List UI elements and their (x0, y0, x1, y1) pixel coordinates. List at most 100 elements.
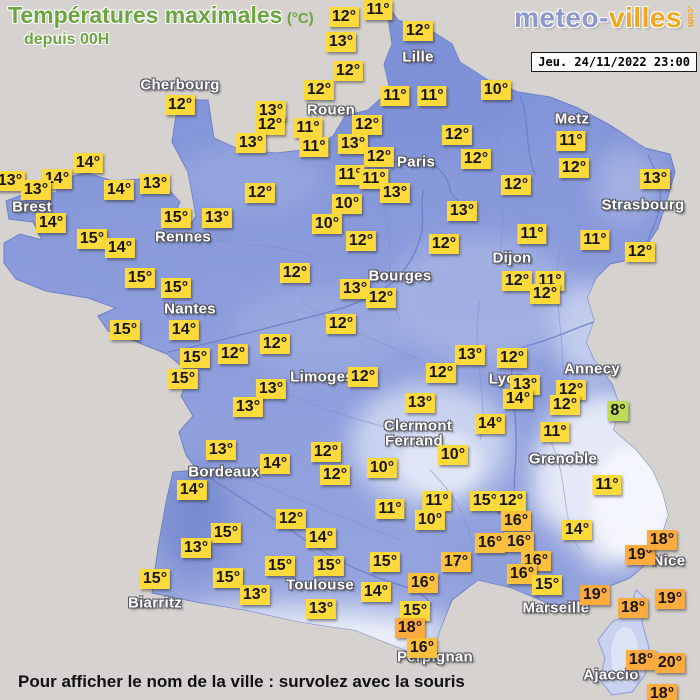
temp-badge[interactable]: 12° (351, 115, 383, 135)
temp-badge[interactable]: 18° (646, 684, 678, 700)
temp-badge[interactable]: 11° (422, 491, 452, 511)
temp-badge[interactable]: 19° (654, 589, 686, 609)
temp-badge[interactable]: 14° (561, 520, 593, 540)
temp-badge[interactable]: 10° (414, 510, 446, 530)
temp-badge[interactable]: 18° (625, 650, 657, 670)
temp-badge[interactable]: 13° (232, 397, 264, 417)
temp-badge[interactable]: 13° (239, 585, 271, 605)
temp-badge[interactable]: 12° (500, 175, 532, 195)
temp-badge[interactable]: 15° (369, 552, 401, 572)
temp-badge[interactable]: 12° (460, 149, 492, 169)
temp-badge[interactable]: 14° (474, 414, 506, 434)
temp-badge[interactable]: 15° (399, 601, 431, 621)
temp-badge[interactable]: 12° (279, 263, 311, 283)
temp-badge[interactable]: 13° (0, 171, 26, 191)
temp-badge[interactable]: 13° (139, 174, 171, 194)
temp-badge[interactable]: 12° (328, 7, 360, 27)
temp-badge[interactable]: 10° (480, 80, 512, 100)
temp-badge[interactable]: 11° (540, 422, 570, 442)
temp-badge[interactable]: 16° (503, 532, 535, 552)
temp-badge[interactable]: 19° (624, 545, 656, 565)
temp-badge[interactable]: 14° (104, 238, 136, 258)
temp-badge[interactable]: 16° (506, 564, 538, 584)
temp-badge[interactable]: 14° (168, 320, 200, 340)
temp-badge[interactable]: 11° (556, 131, 586, 151)
temp-badge[interactable]: 12° (325, 314, 357, 334)
temp-badge[interactable]: 18° (394, 618, 426, 638)
temp-badge[interactable]: 12° (428, 234, 460, 254)
temp-badge[interactable]: 12° (496, 348, 528, 368)
temp-badge[interactable]: 15° (313, 556, 345, 576)
temp-badge[interactable]: 18° (646, 530, 678, 550)
temp-badge[interactable]: 15° (160, 278, 192, 298)
temp-badge[interactable]: 12° (441, 125, 473, 145)
temp-badge[interactable]: 17° (440, 552, 472, 572)
temp-badge[interactable]: 15° (210, 523, 242, 543)
temp-badge[interactable]: 13° (235, 133, 267, 153)
temp-badge[interactable]: 12° (254, 115, 286, 135)
temp-badge[interactable]: 15° (212, 568, 244, 588)
temp-badge[interactable]: 11° (363, 0, 393, 20)
temp-badge[interactable]: 13° (639, 169, 671, 189)
temp-badge[interactable]: 13° (20, 180, 52, 200)
temp-badge[interactable]: 13° (379, 183, 411, 203)
temp-badge[interactable]: 14° (35, 213, 67, 233)
temp-badge[interactable]: 12° (365, 288, 397, 308)
temp-badge[interactable]: 11° (380, 86, 410, 106)
temp-badge[interactable]: 13° (404, 393, 436, 413)
temp-badge[interactable]: 15° (264, 556, 296, 576)
temp-badge[interactable]: 15° (124, 268, 156, 288)
temp-badge[interactable]: 19° (579, 585, 611, 605)
temp-badge[interactable]: 13° (305, 599, 337, 619)
temp-badge[interactable]: 14° (305, 528, 337, 548)
temp-badge[interactable]: 13° (255, 379, 287, 399)
temp-badge[interactable]: 16° (500, 511, 532, 531)
temp-badge[interactable]: 12° (549, 395, 581, 415)
temp-badge[interactable]: 14° (360, 582, 392, 602)
temp-badge[interactable]: 11° (293, 118, 323, 138)
temp-badge[interactable]: 13° (446, 201, 478, 221)
temp-badge[interactable]: 14° (176, 480, 208, 500)
temp-badge[interactable]: 15° (76, 229, 108, 249)
temp-badge[interactable]: 13° (337, 134, 369, 154)
temp-badge[interactable]: 16° (407, 573, 439, 593)
temp-badge[interactable]: 13° (201, 208, 233, 228)
temp-badge[interactable]: 15° (179, 348, 211, 368)
temp-badge[interactable]: 12° (310, 442, 342, 462)
temp-badge[interactable]: 14° (502, 389, 534, 409)
temp-badge[interactable]: 12° (303, 80, 335, 100)
temp-badge[interactable]: 12° (501, 271, 533, 291)
temp-badge[interactable]: 12° (558, 158, 590, 178)
temp-badge[interactable]: 12° (164, 95, 196, 115)
temp-badge[interactable]: 12° (244, 183, 276, 203)
temp-badge[interactable]: 11° (375, 499, 405, 519)
temp-badge[interactable]: 12° (259, 334, 291, 354)
temp-badge[interactable]: 10° (331, 194, 363, 214)
temp-badge[interactable]: 12° (332, 61, 364, 81)
temp-badge[interactable]: 12° (529, 284, 561, 304)
temp-badge[interactable]: 12° (319, 465, 351, 485)
temp-badge[interactable]: 10° (437, 445, 469, 465)
temp-badge[interactable]: 14° (259, 454, 291, 474)
temp-badge[interactable]: 12° (402, 21, 434, 41)
temp-badge[interactable]: 12° (363, 147, 395, 167)
temp-badge[interactable]: 14° (103, 180, 135, 200)
temp-badge[interactable]: 16° (406, 638, 438, 658)
temp-badge[interactable]: 15° (469, 491, 501, 511)
temp-badge[interactable]: 16° (474, 533, 506, 553)
temp-badge[interactable]: 15° (531, 575, 563, 595)
temp-badge[interactable]: 15° (109, 320, 141, 340)
temp-badge[interactable]: 15° (160, 208, 192, 228)
temp-badge[interactable]: 11° (517, 224, 547, 244)
temp-badge[interactable]: 11° (359, 169, 389, 189)
temp-badge[interactable]: 15° (139, 569, 171, 589)
temp-badge[interactable]: 12° (345, 231, 377, 251)
temp-badge[interactable]: 13° (325, 32, 357, 52)
temp-badge[interactable]: 11° (335, 165, 365, 185)
temp-badge[interactable]: 12° (624, 242, 656, 262)
temp-badge[interactable]: 12° (275, 509, 307, 529)
temp-badge[interactable]: 12° (425, 363, 457, 383)
temp-badge[interactable]: 18° (617, 598, 649, 618)
temp-badge[interactable]: 13° (454, 345, 486, 365)
temp-badge[interactable]: 11° (299, 137, 329, 157)
